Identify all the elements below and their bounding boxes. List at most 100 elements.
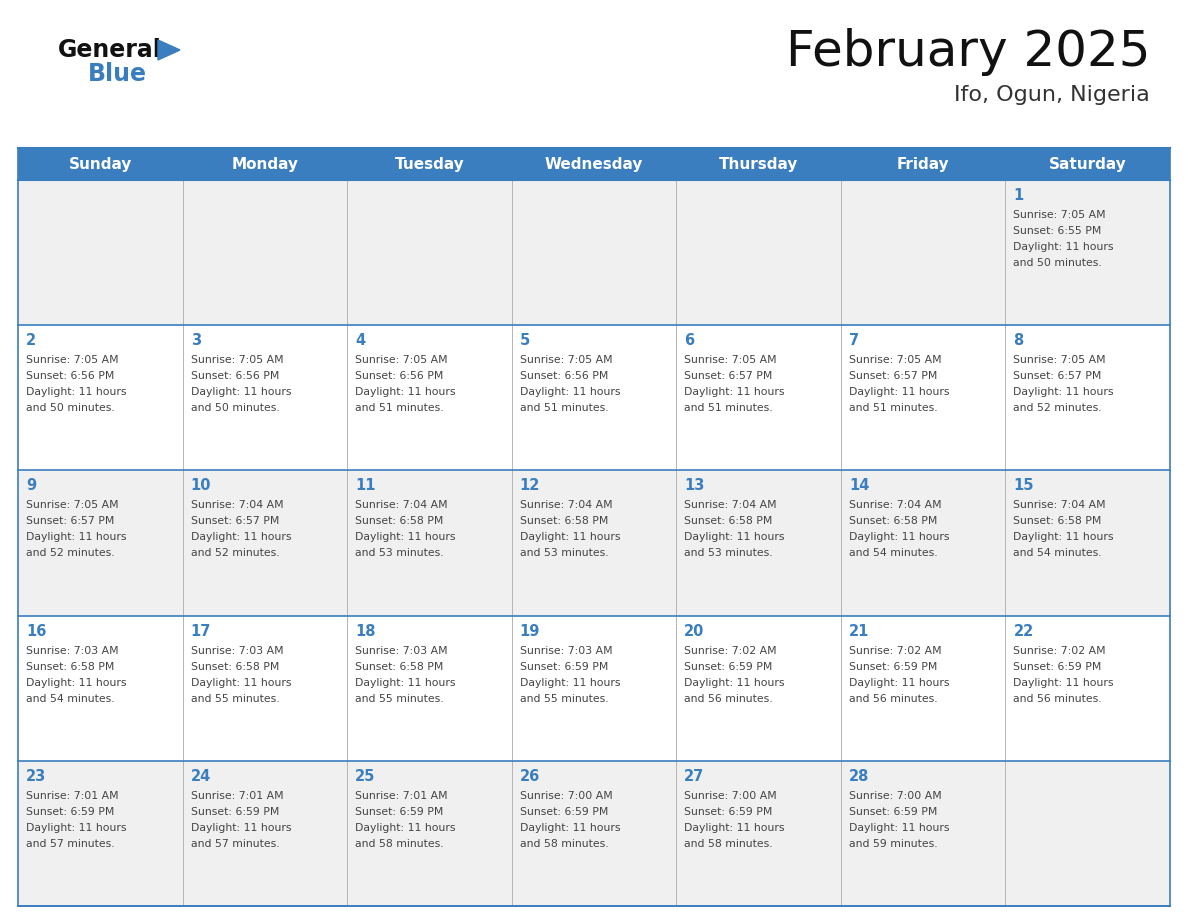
Text: Sunset: 6:59 PM: Sunset: 6:59 PM — [684, 807, 772, 817]
Text: 4: 4 — [355, 333, 365, 348]
Text: General: General — [58, 38, 162, 62]
Text: and 56 minutes.: and 56 minutes. — [849, 694, 937, 703]
Text: Monday: Monday — [232, 156, 298, 172]
Text: Sunrise: 7:04 AM: Sunrise: 7:04 AM — [1013, 500, 1106, 510]
Text: Sunrise: 7:02 AM: Sunrise: 7:02 AM — [849, 645, 941, 655]
Text: Sunset: 6:59 PM: Sunset: 6:59 PM — [26, 807, 114, 817]
Text: Sunrise: 7:03 AM: Sunrise: 7:03 AM — [190, 645, 283, 655]
Text: Daylight: 11 hours: Daylight: 11 hours — [519, 677, 620, 688]
Text: Daylight: 11 hours: Daylight: 11 hours — [849, 823, 949, 833]
Text: Sunrise: 7:00 AM: Sunrise: 7:00 AM — [519, 790, 613, 800]
Text: Sunrise: 7:05 AM: Sunrise: 7:05 AM — [519, 355, 612, 365]
Text: Sunset: 6:55 PM: Sunset: 6:55 PM — [1013, 226, 1101, 236]
Text: and 54 minutes.: and 54 minutes. — [26, 694, 114, 703]
Text: Blue: Blue — [88, 62, 147, 86]
Text: 7: 7 — [849, 333, 859, 348]
Text: Sunrise: 7:01 AM: Sunrise: 7:01 AM — [355, 790, 448, 800]
Text: Sunrise: 7:05 AM: Sunrise: 7:05 AM — [684, 355, 777, 365]
Text: 17: 17 — [190, 623, 211, 639]
Text: Sunset: 6:58 PM: Sunset: 6:58 PM — [355, 662, 443, 672]
Text: Sunset: 6:57 PM: Sunset: 6:57 PM — [26, 517, 114, 526]
Text: and 53 minutes.: and 53 minutes. — [519, 548, 608, 558]
Text: Sunset: 6:56 PM: Sunset: 6:56 PM — [26, 371, 114, 381]
Text: Sunrise: 7:03 AM: Sunrise: 7:03 AM — [26, 645, 119, 655]
Text: Sunrise: 7:05 AM: Sunrise: 7:05 AM — [190, 355, 283, 365]
Text: February 2025: February 2025 — [785, 28, 1150, 76]
Text: and 52 minutes.: and 52 minutes. — [1013, 403, 1102, 413]
Text: Sunrise: 7:05 AM: Sunrise: 7:05 AM — [26, 500, 119, 510]
Text: 1: 1 — [1013, 188, 1024, 203]
Text: and 55 minutes.: and 55 minutes. — [190, 694, 279, 703]
Text: Daylight: 11 hours: Daylight: 11 hours — [849, 677, 949, 688]
Text: Sunset: 6:58 PM: Sunset: 6:58 PM — [1013, 517, 1101, 526]
Text: 28: 28 — [849, 768, 870, 784]
Text: Sunrise: 7:01 AM: Sunrise: 7:01 AM — [26, 790, 119, 800]
Text: and 54 minutes.: and 54 minutes. — [849, 548, 937, 558]
Text: Sunrise: 7:02 AM: Sunrise: 7:02 AM — [1013, 645, 1106, 655]
Text: Daylight: 11 hours: Daylight: 11 hours — [849, 387, 949, 397]
Text: Daylight: 11 hours: Daylight: 11 hours — [1013, 387, 1114, 397]
Text: Sunrise: 7:01 AM: Sunrise: 7:01 AM — [190, 790, 283, 800]
Text: and 58 minutes.: and 58 minutes. — [684, 839, 773, 849]
Text: Sunrise: 7:03 AM: Sunrise: 7:03 AM — [355, 645, 448, 655]
Text: Sunset: 6:57 PM: Sunset: 6:57 PM — [1013, 371, 1101, 381]
Text: Daylight: 11 hours: Daylight: 11 hours — [355, 532, 456, 543]
Text: Daylight: 11 hours: Daylight: 11 hours — [26, 532, 126, 543]
Text: and 50 minutes.: and 50 minutes. — [190, 403, 279, 413]
Text: Sunset: 6:58 PM: Sunset: 6:58 PM — [519, 517, 608, 526]
Text: and 57 minutes.: and 57 minutes. — [26, 839, 114, 849]
Text: Daylight: 11 hours: Daylight: 11 hours — [26, 677, 126, 688]
Polygon shape — [158, 40, 181, 60]
Text: 8: 8 — [1013, 333, 1024, 348]
Text: Daylight: 11 hours: Daylight: 11 hours — [355, 677, 456, 688]
Text: Ifo, Ogun, Nigeria: Ifo, Ogun, Nigeria — [954, 85, 1150, 105]
Text: 2: 2 — [26, 333, 36, 348]
Text: 19: 19 — [519, 623, 541, 639]
Text: Sunset: 6:59 PM: Sunset: 6:59 PM — [519, 662, 608, 672]
Text: and 52 minutes.: and 52 minutes. — [26, 548, 114, 558]
Text: Daylight: 11 hours: Daylight: 11 hours — [26, 823, 126, 833]
Text: Daylight: 11 hours: Daylight: 11 hours — [519, 532, 620, 543]
Text: and 55 minutes.: and 55 minutes. — [355, 694, 444, 703]
Text: Sunrise: 7:05 AM: Sunrise: 7:05 AM — [26, 355, 119, 365]
Bar — [18, 325, 1170, 470]
Text: Daylight: 11 hours: Daylight: 11 hours — [355, 823, 456, 833]
Text: Sunset: 6:59 PM: Sunset: 6:59 PM — [849, 807, 937, 817]
Text: and 53 minutes.: and 53 minutes. — [684, 548, 773, 558]
Text: 11: 11 — [355, 478, 375, 493]
Text: Sunset: 6:56 PM: Sunset: 6:56 PM — [190, 371, 279, 381]
Text: Daylight: 11 hours: Daylight: 11 hours — [1013, 242, 1114, 252]
Text: Daylight: 11 hours: Daylight: 11 hours — [1013, 677, 1114, 688]
Text: Sunset: 6:59 PM: Sunset: 6:59 PM — [519, 807, 608, 817]
Text: and 50 minutes.: and 50 minutes. — [1013, 258, 1102, 268]
Text: Daylight: 11 hours: Daylight: 11 hours — [519, 823, 620, 833]
Bar — [18, 148, 1170, 180]
Text: Sunrise: 7:04 AM: Sunrise: 7:04 AM — [355, 500, 448, 510]
Text: Sunrise: 7:00 AM: Sunrise: 7:00 AM — [849, 790, 942, 800]
Text: Sunrise: 7:04 AM: Sunrise: 7:04 AM — [849, 500, 941, 510]
Text: 6: 6 — [684, 333, 695, 348]
Text: and 58 minutes.: and 58 minutes. — [519, 839, 608, 849]
Text: 5: 5 — [519, 333, 530, 348]
Text: Sunset: 6:59 PM: Sunset: 6:59 PM — [684, 662, 772, 672]
Text: 15: 15 — [1013, 478, 1034, 493]
Text: 20: 20 — [684, 623, 704, 639]
Text: 21: 21 — [849, 623, 870, 639]
Text: Daylight: 11 hours: Daylight: 11 hours — [190, 677, 291, 688]
Bar — [18, 470, 1170, 616]
Text: 27: 27 — [684, 768, 704, 784]
Text: Sunset: 6:58 PM: Sunset: 6:58 PM — [849, 517, 937, 526]
Text: 14: 14 — [849, 478, 870, 493]
Text: Daylight: 11 hours: Daylight: 11 hours — [190, 387, 291, 397]
Text: 3: 3 — [190, 333, 201, 348]
Text: 22: 22 — [1013, 623, 1034, 639]
Text: 16: 16 — [26, 623, 46, 639]
Text: and 51 minutes.: and 51 minutes. — [684, 403, 773, 413]
Text: 12: 12 — [519, 478, 541, 493]
Text: Daylight: 11 hours: Daylight: 11 hours — [849, 532, 949, 543]
Text: Sunset: 6:57 PM: Sunset: 6:57 PM — [684, 371, 772, 381]
Bar — [18, 616, 1170, 761]
Text: Tuesday: Tuesday — [394, 156, 465, 172]
Text: Daylight: 11 hours: Daylight: 11 hours — [684, 677, 785, 688]
Text: and 50 minutes.: and 50 minutes. — [26, 403, 115, 413]
